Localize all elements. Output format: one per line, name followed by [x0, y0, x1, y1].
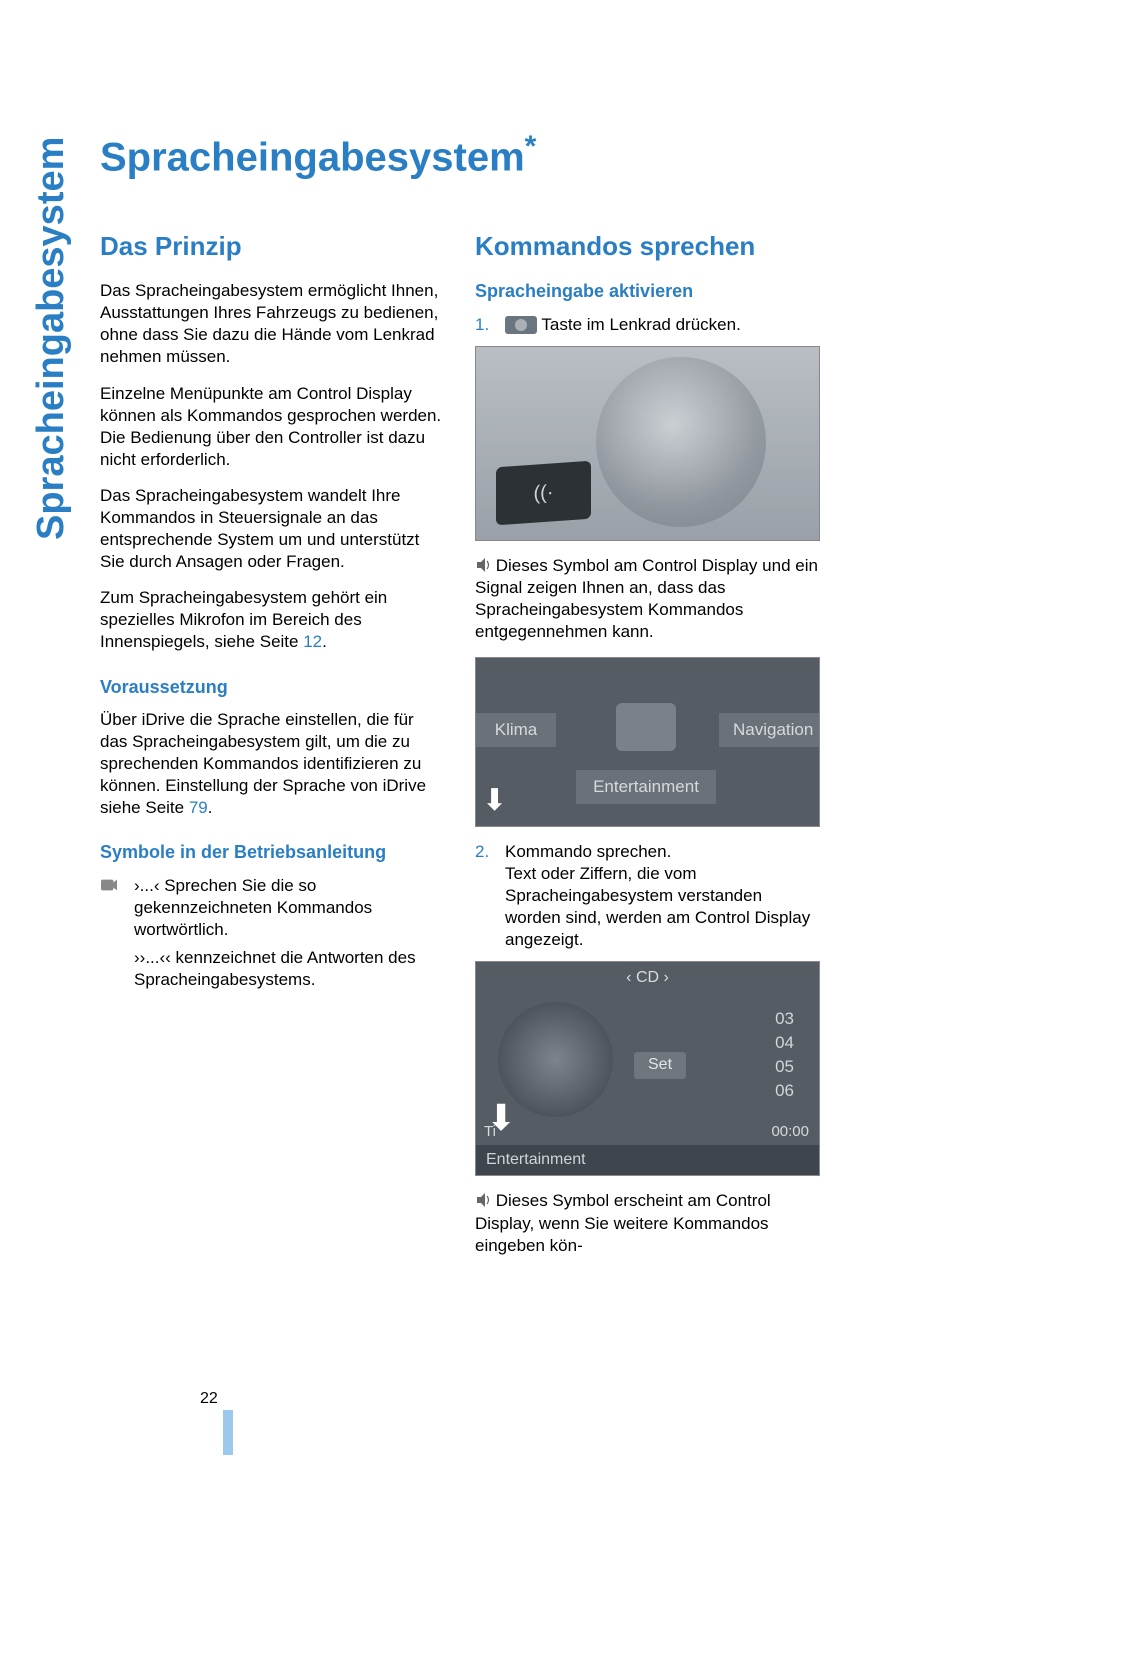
step-1-label: Taste im Lenkrad drücken.	[541, 315, 740, 334]
voice-symbol-icon	[475, 557, 491, 573]
cd-header: ‹ CD ›	[476, 968, 819, 989]
step-1-number: 1.	[475, 314, 495, 336]
track-03: 03	[775, 1007, 794, 1031]
para-after-fig1: Dieses Symbol am Control Display und ein…	[475, 555, 820, 643]
para-prinzip-4: Zum Spracheingabesystem gehört ein spezi…	[100, 587, 445, 653]
cd-set-label: Set	[634, 1052, 686, 1079]
page-number-bar	[223, 1410, 233, 1455]
para-after-fig3-text: Dieses Symbol erscheint am Control Displ…	[475, 1191, 771, 1254]
title-text: Spracheingabesystem	[100, 135, 525, 179]
steering-wheel-graphic	[596, 357, 766, 527]
title-asterisk: *	[525, 130, 537, 163]
symbol-row-2: ››...‹‹ kennzeichnet die Antworten des S…	[100, 947, 445, 991]
left-column: Das Prinzip Das Spracheingabesystem ermö…	[100, 230, 445, 1270]
symbol-row-1: ›...‹ Sprechen Sie die so gekennzeichnet…	[100, 875, 445, 941]
right-column: Kommandos sprechen Spracheingabe aktivie…	[475, 230, 820, 1270]
voice-button-graphic: ((·	[496, 460, 591, 525]
para-voraus-a: Über iDrive die Sprache einstellen, die …	[100, 710, 426, 817]
para-after-fig3: Dieses Symbol erscheint am Control Displ…	[475, 1190, 820, 1256]
para-after-fig1-text: Dieses Symbol am Control Display und ein…	[475, 556, 818, 641]
step-2-text: Kommando sprechen. Text oder Ziffern, di…	[505, 841, 820, 951]
para-voraus-b: .	[208, 798, 213, 817]
menu-info-icon	[616, 703, 676, 751]
speak-command-icon	[100, 875, 124, 941]
para-prinzip-3: Das Spracheingabesystem wandelt Ihre Kom…	[100, 485, 445, 573]
menu-entertainment: Entertainment	[576, 770, 716, 804]
para-voraus: Über iDrive die Sprache einstellen, die …	[100, 709, 445, 819]
figure-idrive-menu: Klima Navigation Entertainment ⬇	[475, 657, 820, 827]
page-ref-12[interactable]: 12	[303, 632, 322, 651]
track-04: 04	[775, 1031, 794, 1055]
menu-navigation: Navigation	[719, 713, 819, 747]
step-2-number: 2.	[475, 841, 495, 951]
voice-symbol-icon-2	[475, 1192, 491, 1208]
step-1: 1. Taste im Lenkrad drücken.	[475, 314, 820, 336]
para-prinzip-4b: .	[322, 632, 327, 651]
page-title: Spracheingabesystem*	[100, 130, 1060, 180]
cd-ti-label: Ti	[484, 1122, 496, 1142]
figure-cd-display: ‹ CD › 03 04 05 06 Set ⬇ Ti 00:00 Entert…	[475, 961, 820, 1176]
heading-kommandos: Kommandos sprechen	[475, 230, 820, 264]
heading-voraussetzung: Voraussetzung	[100, 676, 445, 699]
para-prinzip-1: Das Spracheingabesystem ermöglicht Ihnen…	[100, 280, 445, 368]
track-05: 05	[775, 1055, 794, 1079]
cd-track-list: 03 04 05 06	[775, 1007, 794, 1102]
page-number: 22	[200, 1390, 218, 1408]
step-1-text: Taste im Lenkrad drücken.	[505, 314, 820, 336]
track-06: 06	[775, 1079, 794, 1103]
page-content: Spracheingabesystem* Das Prinzip Das Spr…	[100, 130, 1060, 1271]
page-ref-79[interactable]: 79	[189, 798, 208, 817]
para-prinzip-2: Einzelne Menüpunkte am Control Display k…	[100, 383, 445, 471]
steering-button-icon	[505, 316, 537, 334]
step-2: 2. Kommando sprechen. Text oder Ziffern,…	[475, 841, 820, 951]
symbol-text-1: ›...‹ Sprechen Sie die so gekennzeichnet…	[134, 875, 445, 941]
cd-time: 00:00	[771, 1122, 809, 1142]
figure-steering-wheel: ((·	[475, 346, 820, 541]
menu-klima: Klima	[476, 713, 556, 747]
side-tab-label: Spracheingabesystem	[30, 140, 90, 540]
spacer-icon	[100, 947, 124, 991]
heading-symbole: Symbole in der Betriebsanleitung	[100, 841, 445, 864]
para-prinzip-4a: Zum Spracheingabesystem gehört ein spezi…	[100, 588, 387, 651]
cd-entertainment-bar: Entertainment	[476, 1145, 819, 1176]
heading-prinzip: Das Prinzip	[100, 230, 445, 264]
symbol-text-2: ››...‹‹ kennzeichnet die Antworten des S…	[134, 947, 445, 991]
arrow-down-icon: ⬇	[482, 781, 507, 820]
heading-aktivieren: Spracheingabe aktivieren	[475, 280, 820, 303]
